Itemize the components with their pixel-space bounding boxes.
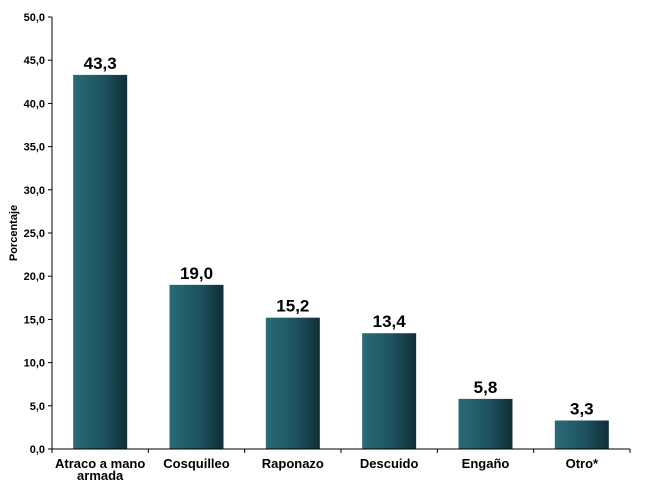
y-tick-label: 45,0 [24, 55, 45, 67]
category-label: Otro* [566, 456, 599, 471]
category-label: Raponazo [262, 456, 324, 471]
y-tick-label: 30,0 [24, 185, 45, 197]
y-tick-label: 50,0 [24, 12, 45, 24]
y-tick-label: 20,0 [24, 271, 45, 283]
y-tick-label: 0,0 [30, 444, 45, 456]
bar [554, 420, 609, 449]
bar [362, 333, 417, 449]
axes [51, 17, 631, 453]
y-tick-label: 15,0 [24, 314, 45, 326]
bar [458, 398, 513, 449]
bars [73, 74, 609, 449]
y-tick-label: 10,0 [24, 358, 45, 370]
data-label: 13,4 [373, 312, 407, 331]
data-label: 3,3 [570, 399, 594, 418]
bar [265, 317, 320, 449]
data-label: 19,0 [180, 264, 213, 283]
bar [73, 74, 128, 449]
y-axis-title-group: Porcentaje [8, 205, 20, 261]
category-label: Engaño [462, 456, 510, 471]
y-tick-label: 35,0 [24, 142, 45, 154]
y-axis-title: Porcentaje [8, 205, 20, 261]
category-label: Cosquilleo [163, 456, 230, 471]
data-label: 5,8 [474, 378, 498, 397]
y-tick-label: 25,0 [24, 228, 45, 240]
y-tick-label: 5,0 [30, 401, 45, 413]
category-labels: Atraco a mano armada Cosquilleo Raponazo Des… [55, 456, 599, 483]
category-label: Descuido [360, 456, 419, 471]
bar [169, 284, 224, 449]
data-label: 43,3 [84, 54, 117, 73]
y-ticks: 0,0 5,0 10,0 15,0 20,0 25,0 30,0 35,0 40,0 45,0 50… [24, 12, 52, 456]
data-label: 15,2 [276, 297, 309, 316]
category-label: Atraco a mano armada [55, 456, 145, 483]
data-labels: 43,3 19,0 15,2 13,4 5,8 3,3 [84, 54, 594, 419]
y-tick-label: 40,0 [24, 98, 45, 110]
